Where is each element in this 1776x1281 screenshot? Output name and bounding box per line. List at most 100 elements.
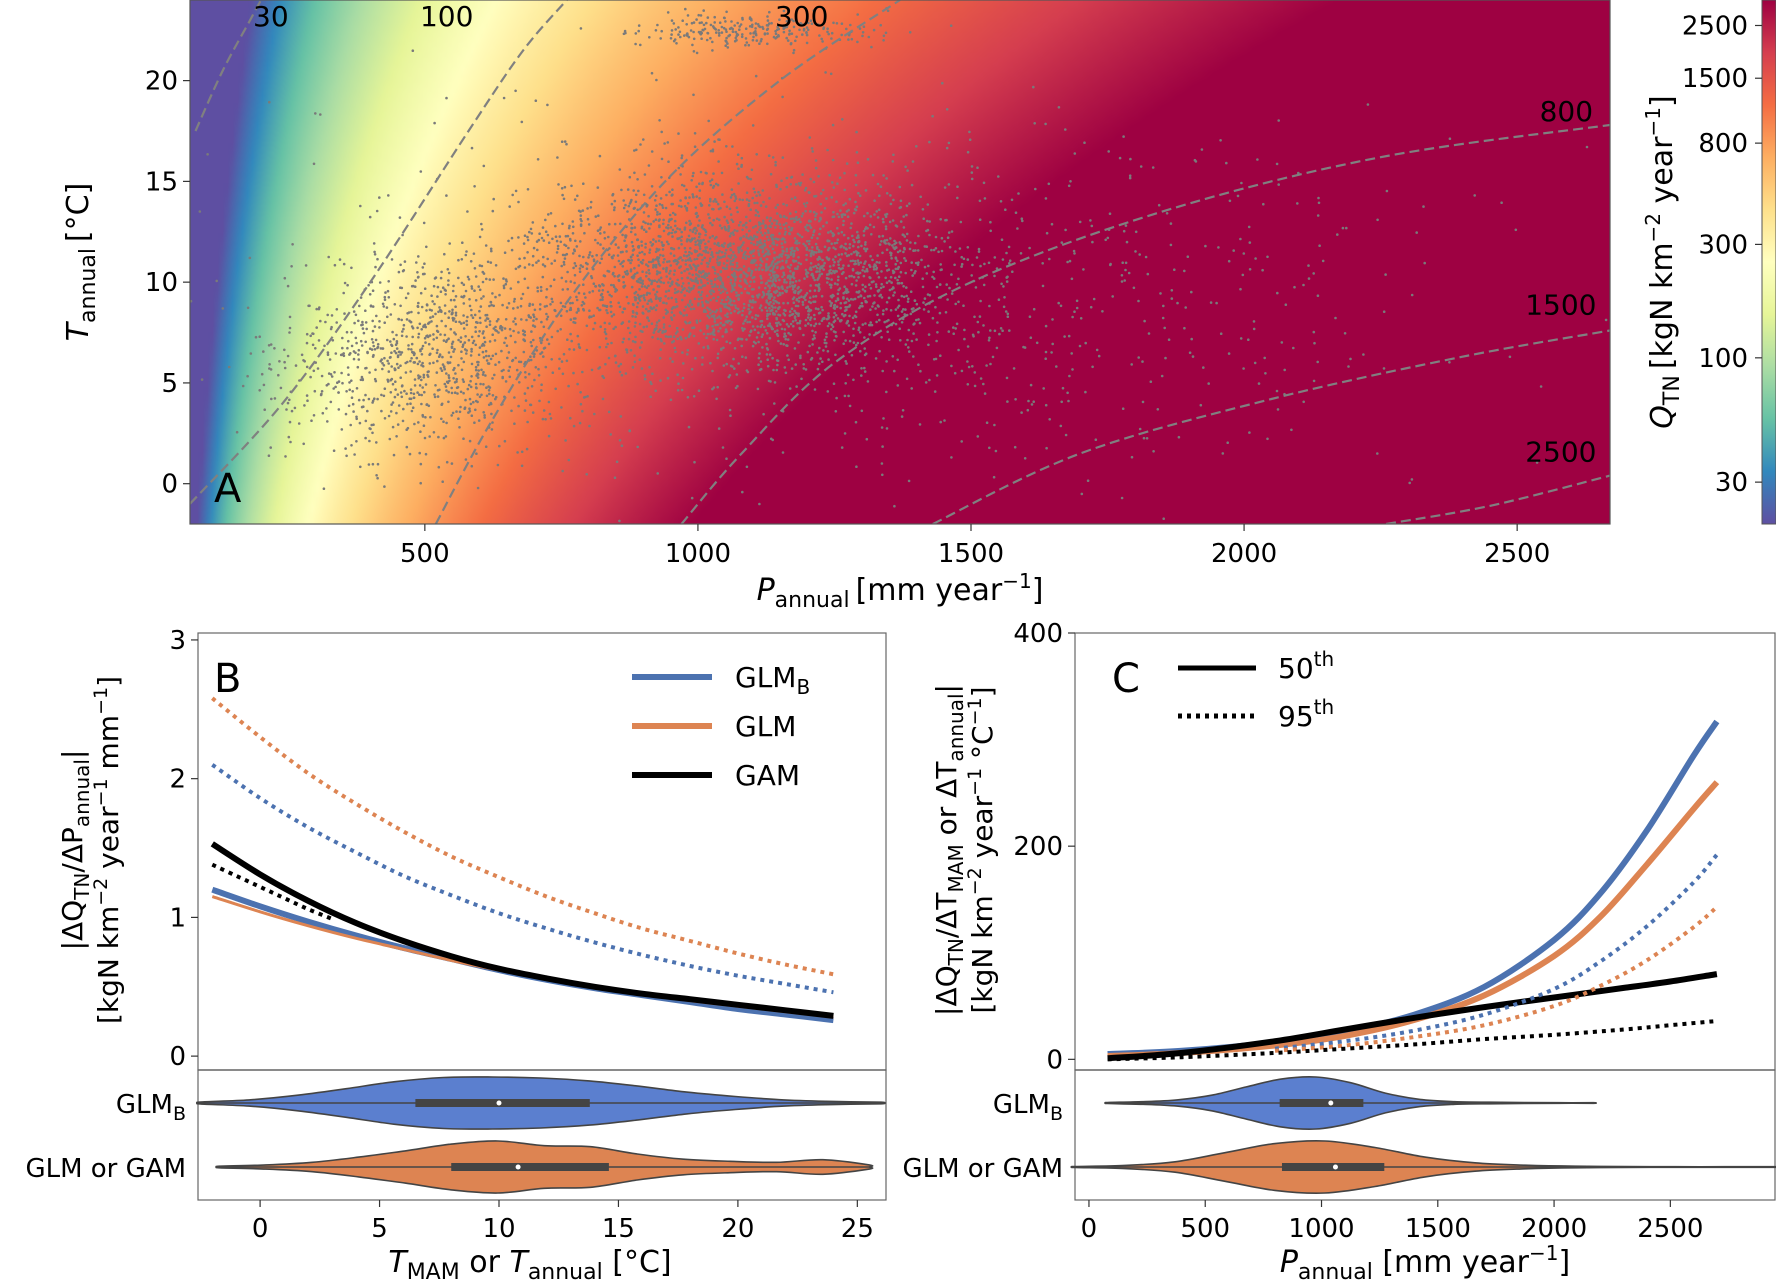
scatter-point (389, 340, 392, 343)
scatter-point (750, 241, 753, 245)
scatter-point (813, 317, 816, 321)
scatter-point (714, 310, 717, 314)
scatter-point (772, 278, 775, 281)
scatter-point (1169, 222, 1173, 225)
scatter-point (599, 243, 602, 246)
scatter-point (687, 282, 691, 285)
scatter-point (1026, 408, 1030, 412)
scatter-point (573, 321, 577, 325)
scatter-point (669, 269, 672, 273)
scatter-point (674, 332, 678, 335)
scatter-point (492, 327, 496, 330)
scatter-point (1193, 158, 1197, 162)
scatter-point (688, 272, 691, 275)
scatter-point (883, 241, 886, 244)
scatter-point (215, 279, 218, 283)
scatter-point (444, 435, 448, 438)
scatter-point (444, 289, 448, 292)
plot-frame (197, 632, 887, 1071)
scatter-point (695, 250, 699, 253)
scatter-point (712, 328, 715, 331)
scatter-point (260, 372, 264, 376)
scatter-point (777, 339, 780, 343)
scatter-point (568, 224, 571, 228)
scatter-point (1219, 139, 1222, 142)
plot-frame (189, 0, 1611, 525)
scatter-point (535, 240, 539, 243)
scatter-point (638, 299, 642, 302)
scatter-point (290, 265, 293, 268)
scatter-point (644, 221, 647, 225)
scatter-point (663, 258, 666, 261)
scatter-point (346, 283, 349, 287)
scatter-point (803, 189, 807, 192)
scatter-point (767, 290, 770, 293)
scatter-point (953, 263, 956, 267)
scatter-point (729, 278, 733, 282)
scatter-point (757, 221, 761, 224)
scatter-point (916, 263, 920, 267)
scatter-point (675, 300, 678, 304)
scatter-point (373, 250, 376, 254)
scatter-point (350, 444, 353, 447)
scatter-point (702, 346, 705, 349)
scatter-point (894, 256, 898, 260)
scatter-point (546, 338, 549, 341)
scatter-point (640, 240, 643, 243)
scatter-point (706, 265, 709, 268)
scatter-point (751, 316, 754, 319)
scatter-point (726, 312, 729, 316)
scatter-point (451, 411, 455, 415)
scatter-point (653, 199, 657, 202)
scatter-point (832, 320, 836, 324)
scatter-point (778, 260, 781, 264)
scatter-point (424, 452, 428, 456)
scatter-point (770, 304, 774, 308)
scatter-point (737, 246, 740, 249)
scatter-point (721, 282, 725, 286)
scatter-point (839, 258, 842, 261)
scatter-point (1138, 253, 1141, 256)
scatter-point (1236, 194, 1240, 198)
scatter-point (636, 293, 640, 297)
scatter-point (551, 237, 554, 241)
scatter-point (620, 373, 624, 377)
scatter-point (405, 392, 408, 396)
scatter-point (885, 281, 889, 285)
scatter-point (591, 254, 594, 258)
scatter-point (767, 266, 771, 269)
scatter-point (825, 341, 828, 345)
scatter-point (419, 430, 422, 434)
scatter-point (589, 200, 593, 204)
scatter-point (741, 224, 745, 227)
scatter-point (646, 316, 649, 320)
scatter-point (685, 313, 688, 317)
scatter-point (735, 206, 739, 209)
scatter-point (991, 355, 995, 359)
scatter-point (814, 217, 817, 221)
scatter-point (782, 343, 785, 346)
scatter-point (307, 304, 310, 308)
scatter-point (530, 344, 533, 348)
scatter-point (547, 342, 551, 346)
scatter-point (462, 391, 465, 395)
scatter-point (718, 315, 721, 318)
scatter-point (894, 262, 897, 266)
scatter-point (365, 327, 369, 331)
scatter-point (677, 382, 680, 386)
scatter-point (1190, 290, 1193, 294)
scatter-point (690, 252, 693, 255)
scatter-point (532, 319, 535, 322)
scatter-point (748, 310, 752, 314)
scatter-point (808, 191, 811, 194)
scatter-point (376, 257, 379, 261)
scatter-point (797, 290, 800, 294)
scatter-point (993, 256, 997, 259)
scatter-point (460, 258, 464, 261)
scatter-point (626, 188, 630, 191)
scatter-point (970, 165, 974, 168)
scatter-point (857, 295, 860, 299)
scatter-point (463, 341, 467, 344)
scatter-point (862, 229, 866, 233)
